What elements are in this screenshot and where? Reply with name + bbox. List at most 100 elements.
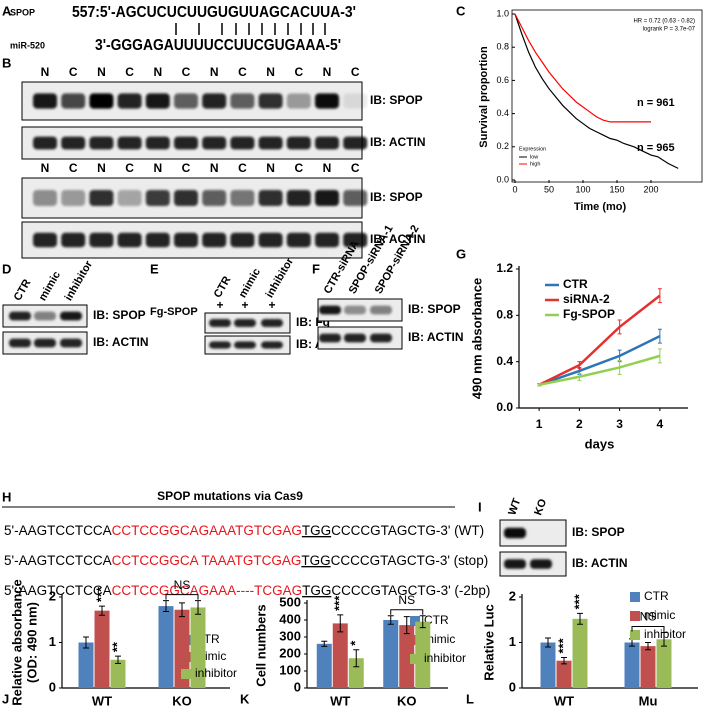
y-axis-title: Relative absorbance: [9, 579, 24, 705]
bar: [94, 610, 110, 688]
blot-label: IB: SPOP: [93, 308, 146, 322]
panel-label: F: [312, 261, 320, 276]
bar: [348, 658, 364, 688]
lane-label: C: [125, 65, 134, 79]
lane-label: N: [323, 161, 332, 175]
error-bar: [661, 631, 667, 647]
bar: [158, 606, 174, 688]
legend-label: inhibitor: [424, 651, 466, 665]
legend-label: CTR: [644, 589, 669, 603]
series-line: [538, 335, 661, 387]
blot-band: [117, 190, 142, 206]
significance-bracket: [631, 625, 665, 632]
significance-bracket: [390, 609, 424, 615]
y-tick-label: 1: [509, 634, 516, 649]
blot-band: [145, 190, 170, 206]
error-bar: [657, 328, 662, 344]
sequence-label: miR-520: [10, 40, 45, 50]
blot-band: [286, 232, 311, 248]
blot-band: [504, 527, 526, 539]
error-bar: [115, 655, 121, 664]
blot-band: [258, 232, 283, 248]
blot-band: [174, 136, 198, 150]
x-tick-label: 50: [544, 184, 554, 194]
blot-band: [258, 136, 283, 150]
panel-label: H: [2, 489, 11, 504]
y-tick-label: 0.4: [496, 108, 509, 118]
sequence-suffix: CCCCGTAGCTG-3' (stop): [331, 553, 489, 568]
x-axis-title: days: [585, 436, 615, 451]
error-bar: [419, 615, 426, 629]
sequence: 5'-AAGTCCTCCACCTCCGGCAGAAATGTCGAGTGGCCCC…: [4, 523, 484, 538]
blot-band: [344, 333, 366, 343]
error-bar: [561, 657, 567, 665]
blot-band: [261, 319, 283, 327]
y-tick-label: 0: [49, 679, 56, 694]
plot-frame: [511, 9, 703, 183]
y-tick-label: 0: [509, 679, 516, 694]
blot-band: [33, 93, 57, 109]
x-tick-label: 3: [616, 417, 623, 431]
blot-band: [60, 311, 82, 321]
blot-band: [33, 232, 57, 248]
blot-band: [117, 232, 142, 248]
y-tick-label: 2: [509, 588, 516, 603]
y-tick-label: 0.6: [496, 75, 509, 85]
bar: [415, 621, 431, 688]
y-tick-label: 0.0: [496, 174, 509, 184]
x-tick-label: Mu: [639, 693, 658, 708]
blot-band: [315, 190, 339, 206]
blot-band: [286, 136, 311, 150]
error-bar: [617, 319, 622, 335]
panel-label: J: [2, 691, 9, 706]
bar: [556, 660, 572, 688]
bar: [78, 642, 94, 688]
blot-label: IB: SPOP: [370, 93, 423, 107]
legend-label: low: [530, 154, 538, 160]
legend-label: mimic: [644, 608, 675, 622]
annotation: logrank P = 3.7e-07: [643, 27, 696, 33]
panel-label: E: [150, 261, 159, 276]
y-tick-label: 0.4: [496, 354, 513, 368]
legend-swatch: [630, 630, 640, 640]
sequence-target: CCTCCGGCAGAAATGTCGAG: [112, 523, 302, 538]
error-bar: [179, 602, 185, 618]
lane-label: C: [69, 65, 78, 79]
panel-label: C: [456, 3, 466, 18]
legend-label: siRNA-2: [563, 292, 610, 306]
lane-label: C: [69, 161, 78, 175]
lane-label: C: [294, 65, 303, 79]
error-bar: [99, 605, 105, 616]
blot-band: [230, 93, 255, 109]
legend-label: CTR: [563, 277, 588, 291]
y-tick-label: 1: [49, 634, 56, 649]
legend-swatch: [410, 616, 420, 626]
significance-label: NS: [174, 578, 191, 592]
blot-band: [145, 136, 170, 150]
sequence-prefix: 5'-AAGTCCTCCA: [4, 523, 112, 538]
sequence: 5'-AAGTCCTCCACCTCCGGCAGAAA----TCGAGTGGCC…: [4, 583, 490, 598]
panel-label: K: [240, 691, 250, 706]
x-tick-label: 0: [512, 184, 517, 194]
blot-band: [234, 319, 256, 327]
sequence-target: CCTCCGGCAGAAA----TCGAG: [112, 583, 303, 598]
blot-band: [33, 190, 57, 206]
significance-bracket: [165, 594, 199, 600]
error-bar: [353, 649, 360, 668]
panel-label: D: [2, 261, 11, 276]
y-axis-title: Cell numbers: [253, 604, 268, 686]
legend-swatch: [630, 611, 640, 621]
panel-label: I: [478, 499, 482, 514]
panel-label: L: [466, 691, 474, 706]
construct-mark: +: [268, 298, 275, 312]
error-bar: [403, 616, 410, 635]
blot-band: [343, 190, 368, 206]
error-bar: [387, 615, 394, 625]
significance-label: ***: [555, 637, 570, 653]
y-tick-label: 2: [49, 588, 56, 603]
y-axis-title: 490 nm absorbance: [469, 278, 484, 399]
blot-band: [315, 232, 339, 248]
blot-label: IB: SPOP: [370, 190, 423, 204]
lane-label: N: [41, 161, 50, 175]
